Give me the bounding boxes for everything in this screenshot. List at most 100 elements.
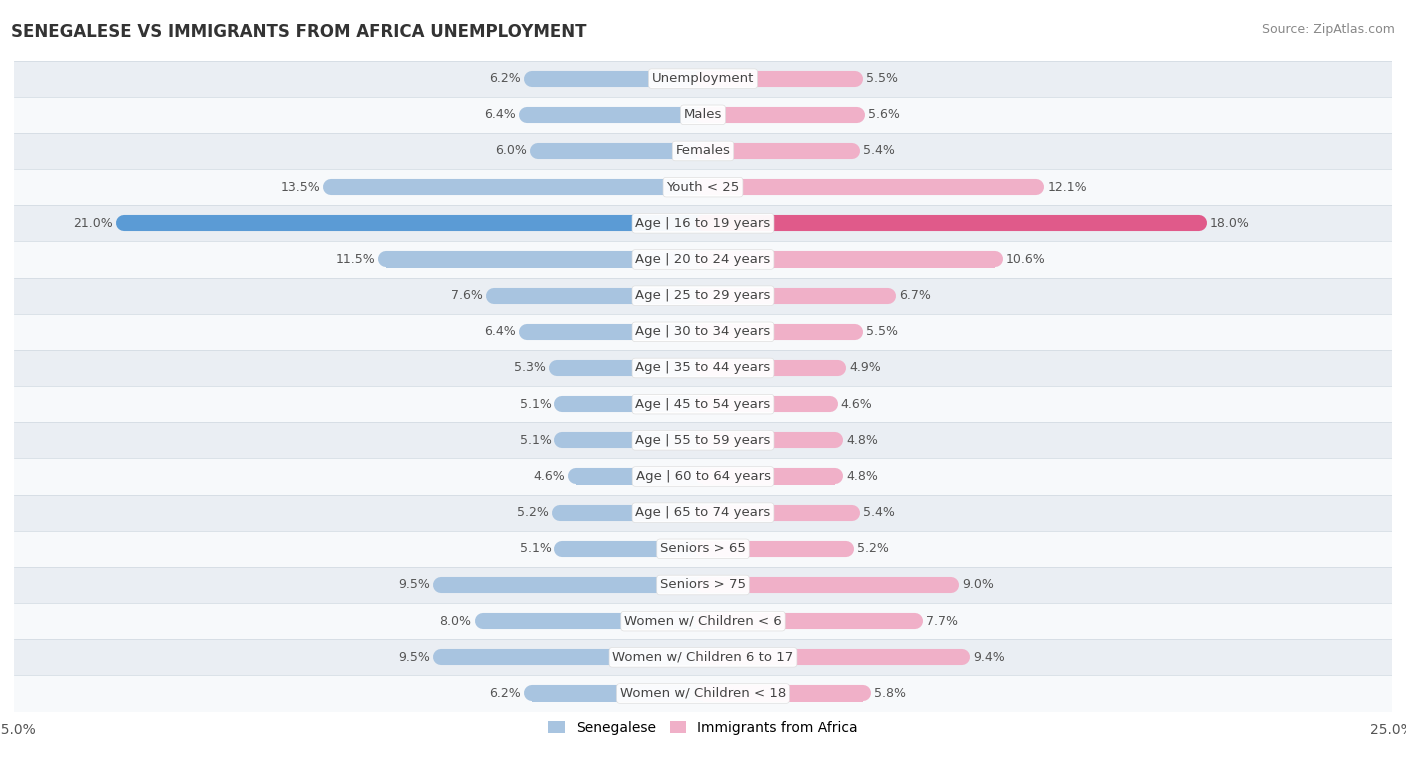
Text: Age | 55 to 59 years: Age | 55 to 59 years <box>636 434 770 447</box>
Text: 4.6%: 4.6% <box>533 470 565 483</box>
Bar <box>562 396 703 413</box>
Bar <box>494 288 703 304</box>
Text: Age | 16 to 19 years: Age | 16 to 19 years <box>636 217 770 230</box>
Bar <box>537 143 703 159</box>
Text: Age | 35 to 44 years: Age | 35 to 44 years <box>636 362 770 375</box>
Text: 8.0%: 8.0% <box>440 615 471 628</box>
Text: 5.5%: 5.5% <box>866 326 897 338</box>
Bar <box>527 324 703 340</box>
Text: 5.4%: 5.4% <box>863 506 894 519</box>
Bar <box>531 70 703 87</box>
Bar <box>14 278 1392 313</box>
Text: 6.2%: 6.2% <box>489 72 522 85</box>
Text: 5.2%: 5.2% <box>517 506 548 519</box>
Bar <box>703 107 858 123</box>
Text: 6.7%: 6.7% <box>898 289 931 302</box>
Text: 9.0%: 9.0% <box>962 578 994 591</box>
Text: 21.0%: 21.0% <box>73 217 114 230</box>
Bar <box>441 650 703 665</box>
Text: Females: Females <box>675 145 731 157</box>
Text: 6.2%: 6.2% <box>489 687 522 700</box>
Bar <box>14 386 1392 422</box>
Text: 5.5%: 5.5% <box>866 72 897 85</box>
Text: 5.1%: 5.1% <box>520 542 551 556</box>
Bar <box>14 61 1392 97</box>
Text: 4.8%: 4.8% <box>846 434 879 447</box>
Text: 5.3%: 5.3% <box>515 362 546 375</box>
Bar <box>482 613 703 629</box>
Text: 4.6%: 4.6% <box>841 397 873 410</box>
Bar <box>703 179 1036 195</box>
Bar <box>703 360 838 376</box>
Text: 9.4%: 9.4% <box>973 651 1005 664</box>
Bar <box>14 494 1392 531</box>
Bar <box>527 107 703 123</box>
Bar <box>14 313 1392 350</box>
Bar <box>562 432 703 448</box>
Bar <box>14 675 1392 712</box>
Bar <box>703 215 1199 232</box>
Text: Seniors > 75: Seniors > 75 <box>659 578 747 591</box>
Text: Women w/ Children < 6: Women w/ Children < 6 <box>624 615 782 628</box>
Text: Women w/ Children < 18: Women w/ Children < 18 <box>620 687 786 700</box>
Bar <box>703 288 887 304</box>
Text: 5.1%: 5.1% <box>520 397 551 410</box>
Bar <box>560 504 703 521</box>
Text: Seniors > 65: Seniors > 65 <box>659 542 747 556</box>
Bar <box>703 577 950 593</box>
Bar <box>14 639 1392 675</box>
Bar <box>703 613 915 629</box>
Bar <box>14 422 1392 459</box>
Bar <box>703 504 852 521</box>
Text: 7.6%: 7.6% <box>451 289 482 302</box>
Bar <box>14 567 1392 603</box>
Text: 13.5%: 13.5% <box>280 181 321 194</box>
Bar <box>703 396 830 413</box>
Bar <box>124 215 703 232</box>
Bar <box>14 97 1392 133</box>
Text: Source: ZipAtlas.com: Source: ZipAtlas.com <box>1261 23 1395 36</box>
Text: 5.2%: 5.2% <box>858 542 889 556</box>
Bar <box>14 205 1392 241</box>
Bar <box>557 360 703 376</box>
Text: Males: Males <box>683 108 723 121</box>
Text: 9.5%: 9.5% <box>398 651 430 664</box>
Bar <box>14 459 1392 494</box>
Bar <box>703 469 835 484</box>
Text: 4.8%: 4.8% <box>846 470 879 483</box>
Bar <box>14 531 1392 567</box>
Text: SENEGALESE VS IMMIGRANTS FROM AFRICA UNEMPLOYMENT: SENEGALESE VS IMMIGRANTS FROM AFRICA UNE… <box>11 23 586 41</box>
Bar <box>14 241 1392 278</box>
Bar <box>703 432 835 448</box>
Bar <box>703 143 852 159</box>
Bar <box>703 70 855 87</box>
Bar <box>14 603 1392 639</box>
Text: 5.8%: 5.8% <box>875 687 905 700</box>
Bar <box>14 350 1392 386</box>
Text: Youth < 25: Youth < 25 <box>666 181 740 194</box>
Text: 18.0%: 18.0% <box>1211 217 1250 230</box>
Bar <box>14 133 1392 169</box>
Bar <box>387 251 703 268</box>
Bar <box>703 540 846 557</box>
Bar <box>441 577 703 593</box>
Text: 12.1%: 12.1% <box>1047 181 1087 194</box>
Text: 4.9%: 4.9% <box>849 362 880 375</box>
Text: Age | 30 to 34 years: Age | 30 to 34 years <box>636 326 770 338</box>
Bar <box>703 650 962 665</box>
Bar <box>703 685 863 702</box>
Text: Age | 60 to 64 years: Age | 60 to 64 years <box>636 470 770 483</box>
Text: 10.6%: 10.6% <box>1007 253 1046 266</box>
Text: Age | 20 to 24 years: Age | 20 to 24 years <box>636 253 770 266</box>
Text: Age | 65 to 74 years: Age | 65 to 74 years <box>636 506 770 519</box>
Bar <box>531 685 703 702</box>
Text: 6.4%: 6.4% <box>484 326 516 338</box>
Text: 7.7%: 7.7% <box>927 615 959 628</box>
Bar <box>576 469 703 484</box>
Text: 6.0%: 6.0% <box>495 145 527 157</box>
Bar <box>330 179 703 195</box>
Text: Age | 25 to 29 years: Age | 25 to 29 years <box>636 289 770 302</box>
Text: 5.6%: 5.6% <box>869 108 900 121</box>
Text: 6.4%: 6.4% <box>484 108 516 121</box>
Text: Age | 45 to 54 years: Age | 45 to 54 years <box>636 397 770 410</box>
